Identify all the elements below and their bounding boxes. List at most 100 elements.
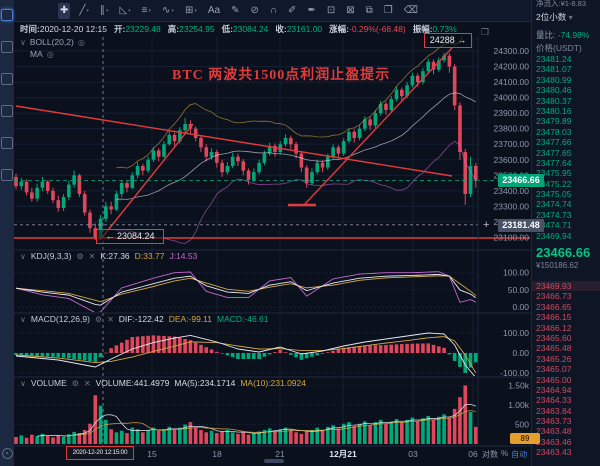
wave-tool[interactable]: ∿ ▾ <box>162 5 174 16</box>
svg-text:23600.00: 23600.00 <box>494 155 530 165</box>
ask-row[interactable]: 23474.71 <box>536 220 572 231</box>
kdj-j-value: J:14.53 <box>169 251 198 261</box>
svg-text:100.00: 100.00 <box>503 328 529 338</box>
delete-tool[interactable]: ⌫ <box>403 5 418 16</box>
rail-watchlist-icon[interactable] <box>1 9 13 21</box>
rail-assets-icon[interactable] <box>1 137 13 149</box>
bid-row[interactable]: 23464.94 <box>536 384 572 395</box>
last-price[interactable]: 23466.66 <box>536 245 591 260</box>
snapshot-tool[interactable]: ❐ <box>383 5 393 16</box>
magnet-tool[interactable]: ∩ <box>269 5 278 16</box>
bid-row[interactable]: 23466.12 <box>536 322 572 333</box>
eye-icon[interactable]: ◎ <box>77 37 85 47</box>
settings-icon[interactable]: ⚙ <box>94 314 103 324</box>
chart-expand-icon[interactable]: ❐ <box>481 27 490 37</box>
bid-row[interactable]: 23464.33 <box>536 395 572 406</box>
ask-row[interactable]: 23474.74 <box>536 199 572 210</box>
trendline-tool[interactable]: ╱ ▾ <box>79 5 89 16</box>
settings-icon[interactable]: ⚙ <box>76 251 84 261</box>
ask-row[interactable]: 23481.24 <box>536 54 572 64</box>
scale-control-对数[interactable]: 对数 <box>482 450 498 459</box>
horizontal-line-tool[interactable]: ≡ ▾ <box>141 5 152 16</box>
settings-icon[interactable]: ⚙ <box>71 378 79 388</box>
fibonacci-tool[interactable]: ⊞ ▾ <box>184 5 197 16</box>
collapse-icon[interactable]: ∨ <box>20 37 26 47</box>
volume-value: VOLUME:441.4979 <box>95 378 170 388</box>
ohlc-segment: 高:23254.95 <box>167 24 215 34</box>
bid-row[interactable]: 23465.26 <box>536 353 572 364</box>
bid-row[interactable]: 23466.65 <box>536 301 572 312</box>
collapse-icon[interactable]: ∨ <box>20 251 26 261</box>
ask-row[interactable]: 23475.95 <box>536 168 572 179</box>
pattern-tool[interactable]: ◺ ▾ <box>119 5 131 16</box>
ask-row[interactable]: 23475.22 <box>536 178 572 189</box>
pencil-tool[interactable]: ✐ <box>288 5 297 16</box>
rail-trade-icon[interactable] <box>1 73 13 85</box>
chart-canvas[interactable]: 24300.00 24200.00 24100.00 24000.00 23900.00… <box>14 22 531 466</box>
macd-dif-value: DIF:-122.42 <box>118 314 164 324</box>
close-icon[interactable]: ✕ <box>88 251 96 261</box>
ohlc-segment: 开:23229.48 <box>113 24 161 34</box>
lock-tool[interactable]: ⊠ <box>346 5 355 16</box>
svg-text:500: 500 <box>515 420 529 430</box>
support-icon[interactable] <box>2 448 13 459</box>
text-tool[interactable]: Aa <box>207 5 221 16</box>
ask-row[interactable]: 23474.73 <box>536 209 572 220</box>
ma-indicator-label: MA ◎ <box>30 49 54 59</box>
ask-row[interactable]: 23480.16 <box>536 105 572 116</box>
bid-row[interactable]: 23465.07 <box>536 364 572 375</box>
brush-tool[interactable]: ✎ <box>231 5 240 16</box>
bid-row[interactable]: 23465.48 <box>536 343 572 354</box>
bid-row[interactable]: 23469.93 <box>532 281 600 292</box>
collapse-icon[interactable]: ∨ <box>20 314 26 324</box>
axis-labels: 24300.00 24200.00 24100.00 24000.00 23900.00… <box>147 46 529 459</box>
bid-row[interactable]: 23463.43 <box>536 447 572 458</box>
kdj-title: KDJ(9,3,3) <box>30 251 72 261</box>
kdj-k-value: K:27.36 <box>100 251 130 261</box>
kdj-d-value: D:33.77 <box>134 251 165 261</box>
bid-row[interactable]: 23463.84 <box>536 405 572 416</box>
ask-row[interactable]: 23477.64 <box>536 157 572 168</box>
volume-ma10-value: MA(10):231.0924 <box>240 378 306 388</box>
collapse-icon[interactable]: ∨ <box>20 378 26 388</box>
rail-orders-icon[interactable] <box>1 105 13 117</box>
bid-row[interactable]: 23463.48 <box>536 426 572 437</box>
time-scrollbar[interactable] <box>264 459 284 463</box>
ask-row[interactable]: 23478.03 <box>536 126 572 137</box>
ask-row[interactable]: 23481.07 <box>536 64 572 75</box>
decimals-dropdown[interactable]: 2位小数 ▾ <box>536 12 573 22</box>
ask-row[interactable]: 23475.05 <box>536 189 572 200</box>
macd-dea-value: DEA:-99.11 <box>168 314 212 324</box>
ask-row[interactable]: 23477.66 <box>536 137 572 148</box>
copy-tool[interactable]: ⧉ <box>365 5 373 16</box>
volume-title: VOLUME <box>30 378 67 388</box>
scale-control-自动[interactable]: 自动 <box>511 450 528 459</box>
ask-row[interactable]: 23480.99 <box>536 74 572 85</box>
boll-indicator-label: ∨ BOLL(20,2) ◎ <box>20 37 85 47</box>
bid-row[interactable]: 23465.60 <box>536 332 572 343</box>
ask-row[interactable]: 23480.46 <box>536 85 572 96</box>
bid-row[interactable]: 23466.73 <box>536 291 572 302</box>
eye-icon[interactable]: ◎ <box>46 49 54 59</box>
emoji-tool[interactable]: ⊡ <box>326 5 336 16</box>
close-icon[interactable]: ✕ <box>107 314 114 324</box>
close-icon[interactable]: ✕ <box>83 378 91 388</box>
scale-control-%[interactable]: % <box>501 449 509 458</box>
ask-row[interactable]: 23477.65 <box>536 147 572 158</box>
bid-row[interactable]: 23465.00 <box>536 374 572 385</box>
eraser-tool[interactable]: ⊘ <box>250 5 259 16</box>
bid-row[interactable]: 23463.73 <box>536 416 572 427</box>
svg-text:24300.00: 24300.00 <box>494 46 530 56</box>
ask-row[interactable]: 23469.94 <box>536 230 572 241</box>
bid-row[interactable]: 23466.15 <box>536 312 572 323</box>
rail-news-icon[interactable] <box>1 169 13 181</box>
ask-row[interactable]: 23480.37 <box>536 95 572 106</box>
rail-chart-icon[interactable] <box>1 41 13 53</box>
bid-row[interactable]: 23463.46 <box>536 436 572 447</box>
svg-text:23800.00: 23800.00 <box>494 124 530 134</box>
volume-bars <box>14 385 478 444</box>
ask-row[interactable]: 23479.89 <box>536 116 572 127</box>
channel-tool[interactable]: ∥ ▾ <box>99 5 109 16</box>
crosshair-tool[interactable]: ✚ <box>58 2 71 19</box>
pen-tool[interactable]: ✒ <box>307 5 316 16</box>
